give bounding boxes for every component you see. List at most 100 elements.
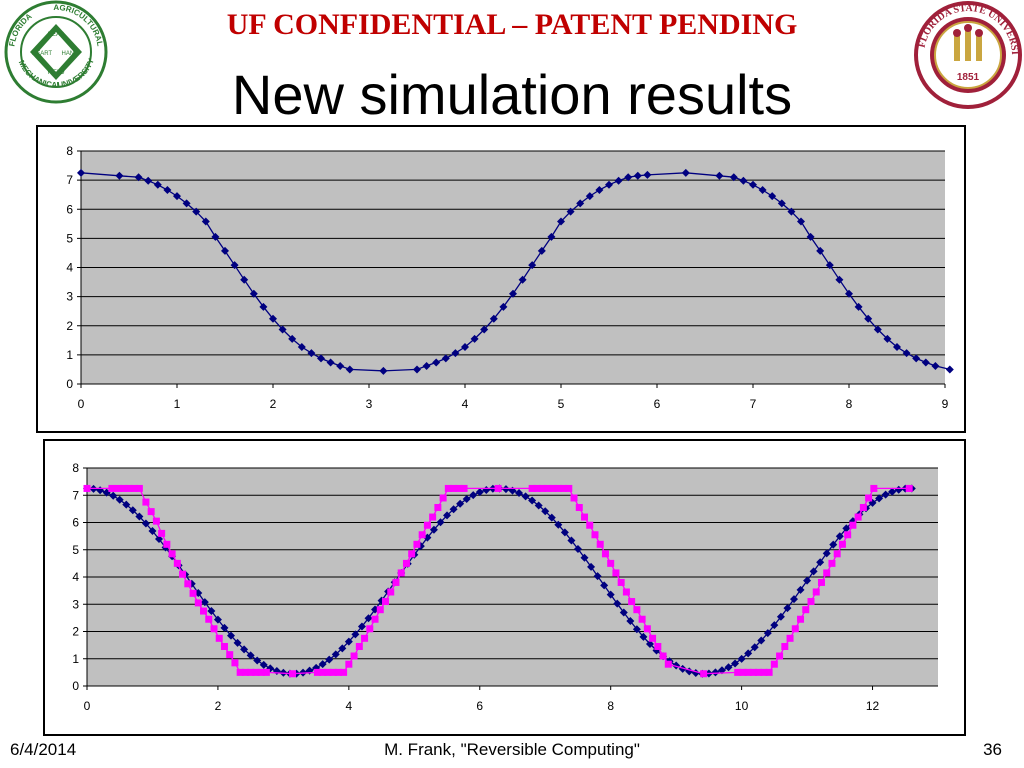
data-point-diamond	[777, 199, 786, 208]
data-point-diamond	[305, 666, 314, 675]
data-point-diamond	[681, 168, 690, 177]
data-point-diamond	[351, 630, 360, 639]
data-point-diamond	[201, 217, 210, 226]
data-point-square	[760, 668, 768, 676]
y-tick-label: 3	[66, 290, 73, 304]
data-point-diamond	[739, 176, 748, 185]
data-point-diamond	[789, 595, 798, 604]
data-point-square	[575, 504, 583, 512]
data-point-diamond	[344, 637, 353, 646]
data-point-diamond	[115, 495, 124, 504]
data-point-square	[334, 668, 342, 676]
data-point-diamond	[141, 519, 150, 528]
data-point-diamond	[537, 246, 546, 255]
data-point-square	[220, 642, 228, 650]
data-point-square	[828, 559, 836, 567]
data-point-square	[376, 606, 384, 614]
data-point-diamond	[639, 632, 648, 641]
data-point-diamond	[534, 501, 543, 510]
data-point-square	[423, 521, 431, 529]
data-point-square	[601, 550, 609, 558]
famu-word-hand: HAND	[61, 51, 79, 57]
data-point-diamond	[619, 608, 628, 617]
data-point-diamond	[307, 349, 316, 358]
x-tick-label: 0	[84, 699, 91, 713]
data-point-square	[163, 540, 171, 548]
data-point-diamond	[246, 651, 255, 660]
data-point-square	[179, 570, 187, 578]
data-point-square	[654, 642, 662, 650]
data-point-diamond	[325, 655, 334, 664]
data-point-square	[739, 668, 747, 676]
data-point-square	[83, 484, 91, 492]
data-point-diamond	[809, 567, 818, 576]
data-point-diamond	[541, 507, 550, 516]
data-point-diamond	[233, 638, 242, 647]
data-point-diamond	[729, 173, 738, 182]
x-tick-label: 6	[654, 397, 661, 411]
data-point-square	[200, 607, 208, 615]
data-point-diamond	[875, 494, 884, 503]
data-point-diamond	[441, 354, 450, 363]
data-point-diamond	[259, 660, 268, 669]
data-point-square	[108, 484, 116, 492]
data-point-square	[664, 660, 672, 668]
data-point-diamond	[768, 192, 777, 201]
data-point-diamond	[475, 488, 484, 497]
data-point-square	[194, 599, 202, 607]
data-point-square	[617, 578, 625, 586]
data-point-square	[418, 531, 426, 539]
data-point-diamond	[153, 180, 162, 189]
data-point-diamond	[134, 173, 143, 182]
data-point-diamond	[469, 491, 478, 500]
data-point-diamond	[633, 171, 642, 180]
y-tick-label: 6	[66, 202, 73, 216]
data-point-diamond	[894, 485, 903, 494]
data-point-square	[147, 508, 155, 516]
data-point-square	[734, 668, 742, 676]
data-point-square	[633, 606, 641, 614]
data-point-diamond	[842, 524, 851, 533]
data-point-diamond	[135, 512, 144, 521]
data-point-square	[659, 652, 667, 660]
data-point-diamond	[652, 646, 661, 655]
data-point-diamond	[480, 325, 489, 334]
data-point-diamond	[102, 488, 111, 497]
data-point-diamond	[163, 186, 172, 195]
data-point-square	[429, 513, 437, 521]
x-tick-label: 10	[735, 699, 749, 713]
data-point-diamond	[547, 513, 556, 522]
data-point-square	[434, 504, 442, 512]
data-point-square	[168, 550, 176, 558]
data-point-square	[135, 484, 143, 492]
data-point-diamond	[144, 176, 153, 185]
data-point-diamond	[587, 562, 596, 571]
data-point-square	[643, 625, 651, 633]
data-point-diamond	[613, 599, 622, 608]
data-point-diamond	[758, 186, 767, 195]
data-point-diamond	[482, 485, 491, 494]
data-point-diamond	[868, 498, 877, 507]
data-point-diamond	[770, 621, 779, 630]
data-point-diamond	[605, 180, 613, 189]
data-point-square	[215, 634, 223, 642]
data-point-diamond	[461, 343, 469, 352]
data-point-diamond	[230, 261, 239, 270]
data-point-diamond	[854, 302, 863, 311]
confidential-banner: UF CONFIDENTIAL – PATENT PENDING	[226, 8, 798, 41]
data-point-diamond	[528, 496, 537, 505]
data-point-diamond	[128, 506, 137, 515]
data-point-square	[791, 625, 799, 633]
data-point-diamond	[501, 485, 510, 494]
data-point-square	[340, 668, 348, 676]
data-point-diamond	[249, 289, 258, 298]
data-point-square	[807, 598, 815, 606]
famu-word-field: FIELD	[47, 70, 65, 76]
data-point-diamond	[803, 576, 812, 585]
data-point-square	[622, 588, 630, 596]
y-tick-label: 4	[66, 261, 73, 275]
y-tick-label: 0	[72, 679, 79, 693]
data-point-diamond	[213, 615, 222, 624]
data-point-square	[802, 606, 810, 614]
data-point-square	[591, 531, 599, 539]
